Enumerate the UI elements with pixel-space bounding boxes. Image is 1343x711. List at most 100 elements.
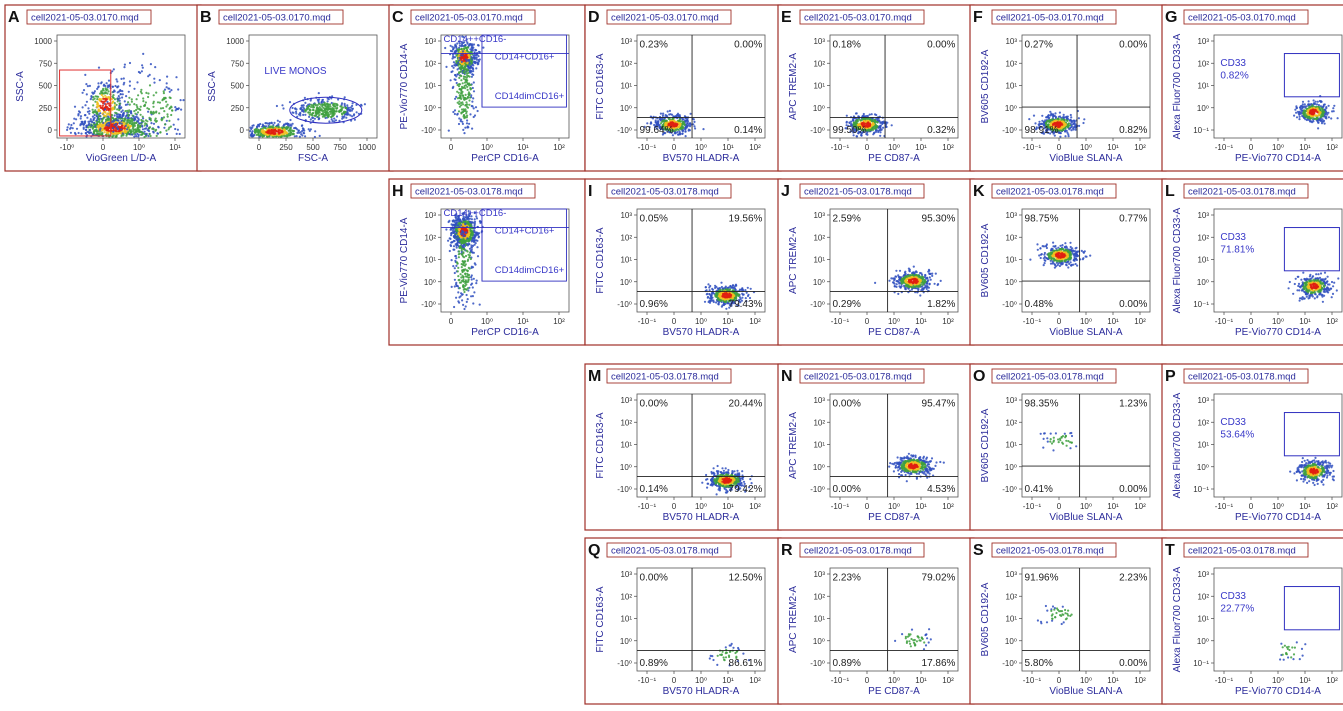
panel-letter: C <box>392 9 404 26</box>
panel-letter: E <box>781 9 792 26</box>
event-dot <box>291 106 294 110</box>
event-dot <box>455 64 458 67</box>
event-dot <box>91 121 94 124</box>
event-dot <box>1032 114 1036 117</box>
event-dot <box>155 91 158 94</box>
event-dot <box>882 126 885 129</box>
event-dot <box>103 92 106 95</box>
event-dot <box>451 50 454 53</box>
event-dot <box>124 115 127 118</box>
event-dot <box>309 99 312 102</box>
event-dot <box>300 106 303 109</box>
event-dot <box>138 130 141 134</box>
event-dot <box>455 81 458 85</box>
event-dot <box>125 122 128 125</box>
event-dot <box>278 120 281 123</box>
event-dot <box>90 96 93 99</box>
y-tick-label: 500 <box>39 82 53 91</box>
event-dot <box>465 300 468 303</box>
event-dot <box>86 110 89 113</box>
event-dot <box>120 119 123 122</box>
event-dot <box>170 89 173 92</box>
event-dot <box>98 115 101 118</box>
event-dot <box>166 113 169 116</box>
event-dot <box>454 254 457 258</box>
event-dot <box>120 116 123 119</box>
event-dot <box>174 106 177 109</box>
event-dot <box>112 68 115 71</box>
y-tick-label: 10⁰ <box>424 278 436 287</box>
event-dot <box>249 130 252 133</box>
event-dot <box>73 117 76 120</box>
event-dot <box>458 48 461 51</box>
event-dot <box>102 117 105 120</box>
y-tick-label: -10⁰ <box>810 126 825 135</box>
event-dot <box>309 118 312 121</box>
y-tick-label: 250 <box>231 104 245 113</box>
event-dot <box>694 127 697 130</box>
event-dot <box>87 123 90 126</box>
event-dot <box>107 90 110 93</box>
event-dot <box>102 121 105 124</box>
event-dot <box>147 75 150 78</box>
event-dot <box>353 113 356 116</box>
event-dot <box>82 89 86 92</box>
event-dot <box>353 118 356 121</box>
event-dot <box>448 249 451 253</box>
event-dot <box>141 115 144 118</box>
quadrant-value-ur: 0.00% <box>734 39 762 50</box>
event-dot <box>114 84 117 88</box>
event-dot <box>114 129 117 132</box>
event-dot <box>454 49 457 52</box>
y-tick-label: 10³ <box>813 37 825 46</box>
event-dot <box>114 111 117 114</box>
event-dot <box>141 125 144 128</box>
gate-label-cd14-cd16-neg: CD14++CD16- <box>444 34 507 45</box>
event-dot <box>474 48 477 52</box>
event-dot <box>166 75 169 78</box>
event-dot <box>355 103 358 106</box>
x-tick-label: -10⁻¹ <box>1023 143 1042 152</box>
quadrant-value-ur: 0.00% <box>927 39 955 50</box>
event-dot <box>168 126 171 129</box>
event-dot <box>145 134 148 137</box>
y-tick-label: 10³ <box>424 211 436 220</box>
event-dot <box>327 98 330 101</box>
quadrant-value-ul: 0.18% <box>833 39 861 50</box>
event-dot <box>454 73 457 77</box>
event-dot <box>454 78 457 81</box>
event-dot <box>147 92 150 95</box>
y-tick-label: 10¹ <box>1005 82 1017 91</box>
event-dot <box>152 105 155 108</box>
event-dot <box>148 132 151 136</box>
event-dot <box>461 122 464 125</box>
event-dot <box>276 130 279 133</box>
event-dot <box>464 108 467 111</box>
event-dot <box>461 90 464 93</box>
event-dot <box>273 121 276 124</box>
event-dot <box>258 125 261 128</box>
event-dot <box>106 112 109 115</box>
event-dot <box>165 86 168 89</box>
event-dot <box>123 66 126 69</box>
event-dot <box>128 119 131 122</box>
event-dot <box>120 77 123 80</box>
event-dot <box>455 296 458 299</box>
event-dot <box>462 75 465 78</box>
event-dot <box>470 94 473 97</box>
event-dot <box>140 122 143 125</box>
event-dot <box>462 108 465 111</box>
event-dot <box>465 60 468 63</box>
event-dot <box>305 108 308 111</box>
event-dot <box>311 116 315 119</box>
event-dot <box>155 119 158 123</box>
event-dot <box>141 128 145 131</box>
event-dot <box>302 110 305 113</box>
event-dot <box>175 132 178 135</box>
y-axis-label: SSC-A <box>207 71 218 102</box>
event-dot <box>470 75 473 78</box>
event-dot <box>139 113 142 116</box>
event-dot <box>79 117 82 120</box>
x-tick-label: 10⁰ <box>481 317 493 326</box>
